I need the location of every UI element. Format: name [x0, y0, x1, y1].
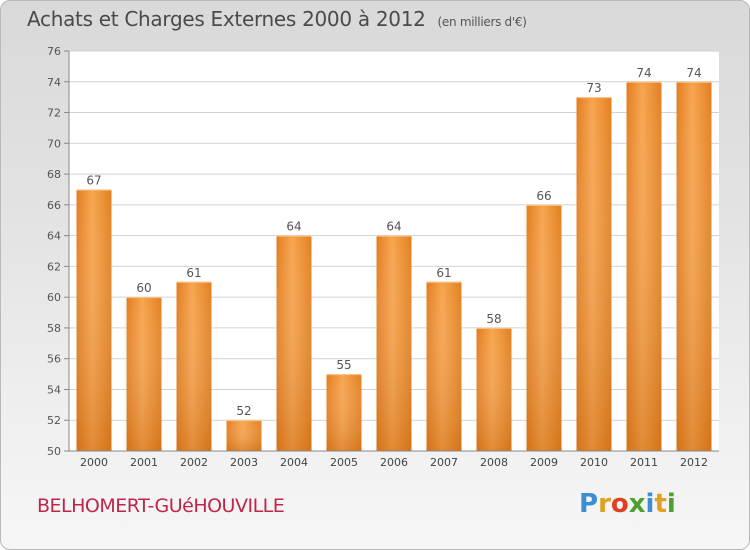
data-labels: 67 60 61 52 64 55 64 61 58 66 73 74 74 [86, 66, 701, 418]
bar-2007 [426, 281, 462, 451]
bar-shade [376, 235, 412, 451]
data-label: 73 [586, 81, 601, 95]
chart-title-text: Achats et Charges Externes 2000 à 2012 [27, 7, 426, 31]
data-label: 55 [336, 358, 351, 372]
data-label: 58 [486, 312, 501, 326]
data-label: 61 [186, 266, 201, 280]
data-label: 66 [536, 189, 551, 203]
logo-letter: t [654, 489, 667, 519]
bar-2006 [376, 235, 412, 451]
y-tick-label: 62 [47, 260, 61, 273]
bar-shade [476, 327, 512, 451]
y-tick-label: 72 [47, 107, 61, 120]
bar-shade [176, 281, 212, 451]
y-tick-label: 58 [47, 322, 61, 335]
x-tick-label: 2003 [230, 456, 258, 469]
bar-2005 [326, 374, 362, 451]
chart-title: Achats et Charges Externes 2000 à 2012 (e… [27, 7, 527, 31]
x-tick-label: 2002 [180, 456, 208, 469]
logo-letter: r [598, 489, 611, 519]
bar-shade [226, 420, 262, 451]
x-tick-label: 2004 [280, 456, 308, 469]
x-tick-label: 2005 [330, 456, 358, 469]
logo-letter: x [628, 489, 646, 519]
data-label: 61 [436, 266, 451, 280]
y-tick-label: 76 [47, 45, 61, 58]
bar-shade [426, 281, 462, 451]
bar-2012 [676, 81, 712, 452]
bar-shade [276, 235, 312, 451]
bar-shade [76, 189, 112, 451]
bar-2009 [526, 204, 562, 451]
bar-shade [126, 297, 162, 451]
bar-2004 [276, 235, 312, 451]
chart-subtitle: (en milliers d'€) [437, 15, 527, 29]
bar-2011 [626, 81, 662, 452]
commune-name: BELHOMERT-GUéHOUVILLE [37, 495, 285, 517]
y-tick-label: 60 [47, 291, 61, 304]
x-tick-label: 2008 [480, 456, 508, 469]
y-tick-label: 52 [47, 414, 61, 427]
logo-letter: P [579, 489, 599, 519]
x-axis: 2000 2001 2002 2003 2004 2005 2006 2007 2008 2009… [69, 450, 719, 469]
x-tick-label: 2012 [680, 456, 708, 469]
data-label: 67 [86, 173, 101, 187]
bar-shade [526, 204, 562, 451]
x-tick-label: 2010 [580, 456, 608, 469]
x-tick-label: 2001 [130, 456, 158, 469]
y-tick-label: 70 [47, 137, 61, 150]
data-label: 74 [686, 66, 701, 80]
bar-shade [576, 97, 612, 452]
y-tick-label: 74 [47, 76, 61, 89]
bar-shade [676, 81, 712, 452]
y-tick-label: 54 [47, 383, 61, 396]
bar-shade [326, 374, 362, 451]
bar-2008 [476, 327, 512, 451]
x-tick-label: 2011 [630, 456, 658, 469]
y-tick-label: 50 [47, 445, 61, 458]
x-tick-label: 2007 [430, 456, 458, 469]
y-tick-label: 68 [47, 168, 61, 181]
bar-2010 [576, 97, 612, 452]
proxiti-logo: Proxiti [579, 489, 676, 519]
bar-2002 [176, 281, 212, 451]
y-tick-label: 56 [47, 353, 61, 366]
data-label: 52 [236, 404, 251, 418]
bars [76, 81, 712, 452]
x-tick-label: 2000 [80, 456, 108, 469]
bar-2000 [76, 189, 112, 451]
y-axis: 50 52 54 56 58 60 62 64 66 68 70 72 74 76 [47, 45, 70, 458]
data-label: 74 [636, 66, 651, 80]
bar-2001 [126, 297, 162, 451]
data-label: 64 [286, 220, 301, 234]
bar-shade [626, 81, 662, 452]
bar-2003 [226, 420, 262, 451]
data-label: 60 [136, 281, 151, 295]
y-tick-label: 66 [47, 199, 61, 212]
logo-letter: o [610, 489, 629, 519]
x-tick-label: 2006 [380, 456, 408, 469]
x-tick-label: 2009 [530, 456, 558, 469]
logo-letter: i [645, 489, 655, 519]
data-label: 64 [386, 220, 401, 234]
logo-letter: i [666, 489, 676, 519]
y-tick-label: 64 [47, 230, 61, 243]
